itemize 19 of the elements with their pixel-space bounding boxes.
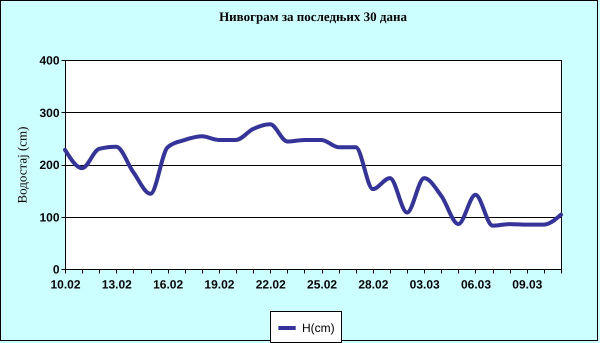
x-tick-label: 19.02: [204, 278, 235, 292]
x-tick-label: 22.02: [256, 278, 286, 292]
y-tick-label: 400: [39, 54, 60, 68]
legend-label: H(cm): [302, 321, 335, 335]
y-tick-label: 0: [52, 262, 60, 276]
x-tick-label: 03.03: [410, 278, 440, 292]
x-tick-label: 28.02: [358, 278, 389, 292]
x-tick-label: 16.02: [153, 278, 184, 292]
y-axis-title: Водостај (cm): [14, 126, 30, 204]
x-tick-label: 13.02: [102, 278, 132, 292]
x-tick-label: 10.02: [50, 278, 81, 292]
y-tick-label: 200: [39, 158, 60, 172]
x-tick-label: 09.03: [512, 278, 543, 292]
y-tick-label: 300: [39, 106, 60, 120]
x-tick-label: 06.03: [460, 278, 492, 292]
x-tick-label: 25.02: [307, 278, 338, 292]
chart-title: Нивограм за последњих 30 дана: [219, 9, 408, 24]
line-series: [63, 122, 563, 228]
y-tick-label: 100: [39, 210, 60, 224]
